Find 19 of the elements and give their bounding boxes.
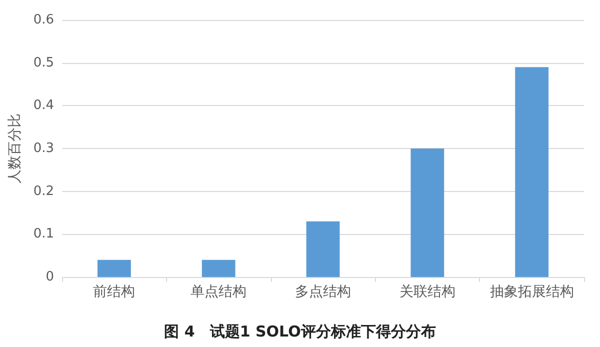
y-tick-label: 0.3 [33, 141, 54, 156]
bar [202, 260, 236, 277]
y-tick-label: 0.6 [33, 12, 54, 28]
bar [97, 260, 131, 277]
y-tick-label: 0.4 [33, 98, 54, 114]
x-tick-label: 关联结构 [399, 284, 456, 300]
bar [410, 148, 444, 277]
x-tick-label: 抽象拓展结构 [490, 284, 574, 300]
x-tick-label: 多点结构 [295, 284, 351, 300]
y-tick-label: 0.2 [33, 184, 54, 199]
y-axis-title: 人数百分比 [7, 114, 23, 184]
x-tick-label: 单点结构 [190, 284, 247, 300]
x-tick-label: 前结构 [93, 284, 136, 300]
y-tick-label: 0.1 [33, 226, 54, 242]
bar [306, 221, 340, 277]
y-tick-label: 0 [46, 270, 54, 284]
caption: 图 4 试题1 SOLO评分标准下得分分布 [164, 322, 436, 340]
bar [515, 67, 549, 277]
y-tick-label: 0.5 [33, 55, 54, 70]
